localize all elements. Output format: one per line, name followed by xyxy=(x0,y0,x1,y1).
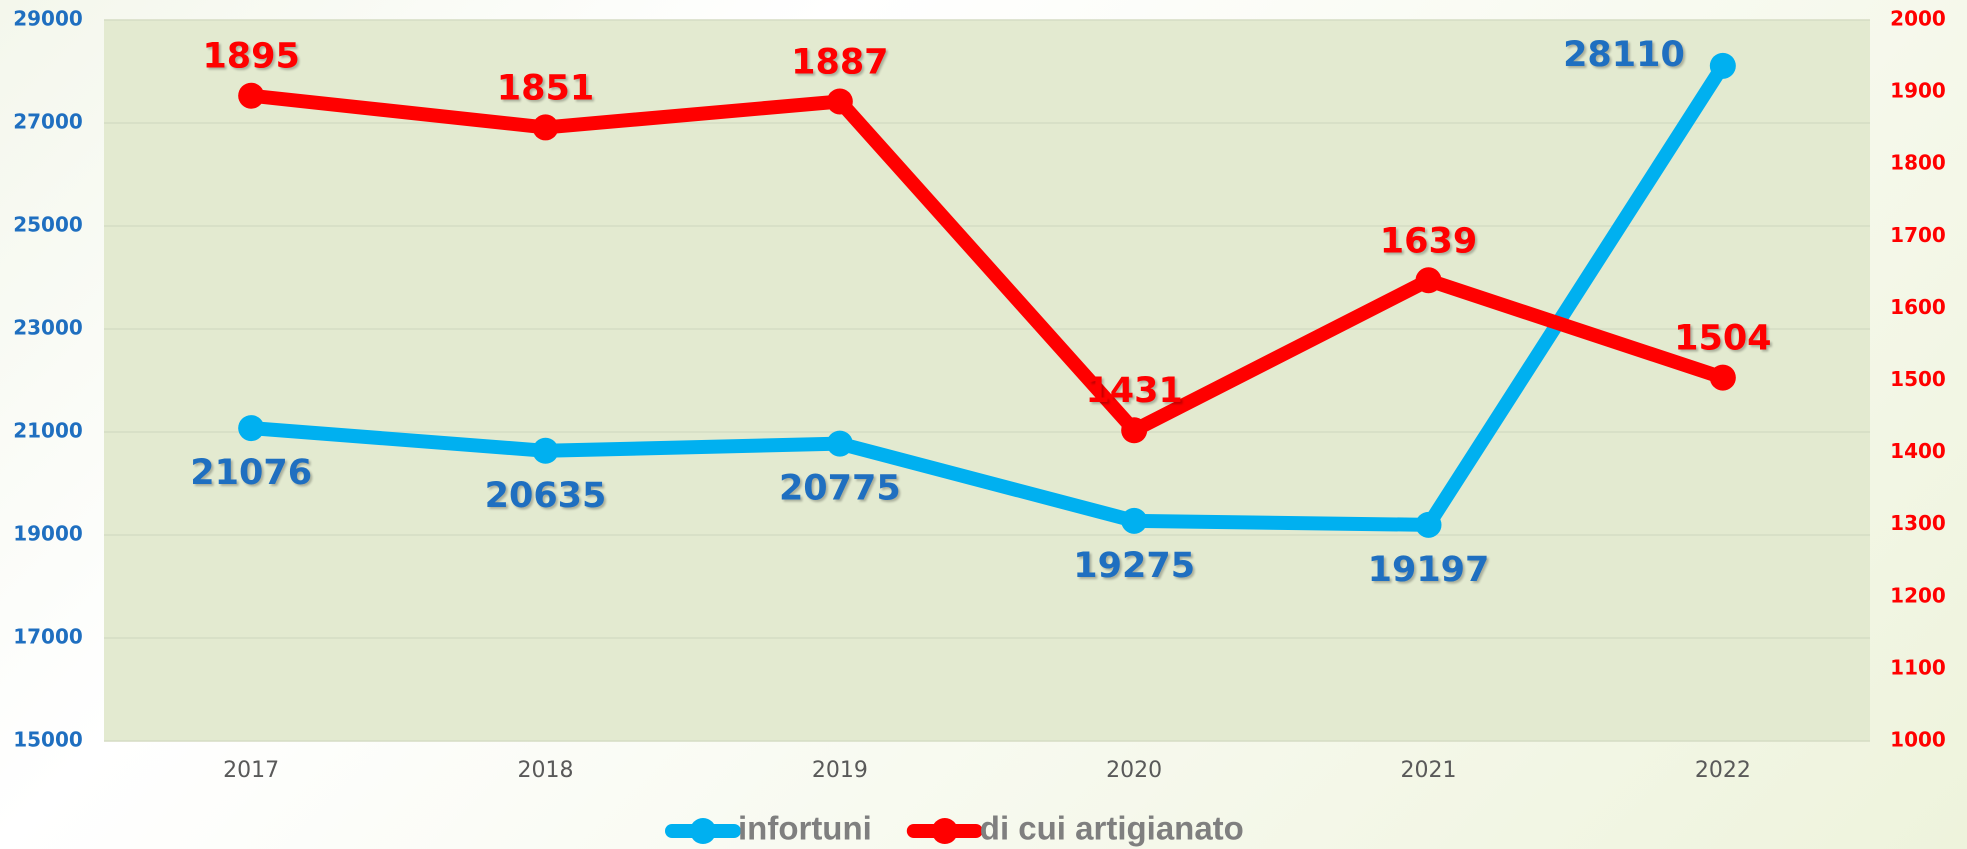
legend-label: infortuni xyxy=(738,810,872,847)
y2-tick-label: 1000 xyxy=(1890,728,1946,752)
point-marker xyxy=(1415,511,1442,538)
series-line xyxy=(250,62,1729,532)
data-label: 1887 xyxy=(791,42,888,82)
x-tick-label: 2022 xyxy=(1695,758,1751,783)
y-tick-label: 29000 xyxy=(13,7,83,31)
data-label: 19197 xyxy=(1368,550,1490,590)
point-marker xyxy=(238,415,265,442)
series-line xyxy=(250,88,1726,438)
y2-tick-label: 1700 xyxy=(1890,223,1946,247)
data-label: 19275 xyxy=(1073,546,1195,586)
point-marker xyxy=(1709,52,1736,79)
y-tick-label: 17000 xyxy=(13,625,83,649)
data-label: 1895 xyxy=(202,37,299,77)
plot-area xyxy=(104,20,1870,741)
point-marker xyxy=(1415,267,1442,294)
y-tick-label: 27000 xyxy=(13,110,83,134)
point-marker xyxy=(1709,364,1736,391)
data-label: 1639 xyxy=(1380,221,1477,261)
data-label: 1431 xyxy=(1085,371,1182,411)
y2-tick-label: 1800 xyxy=(1890,151,1946,175)
point-marker xyxy=(532,114,559,141)
y-tick-label: 25000 xyxy=(13,213,83,237)
y-tick-label: 21000 xyxy=(13,419,83,443)
data-label: 1851 xyxy=(497,68,594,108)
x-tick-label: 2017 xyxy=(223,758,279,783)
x-tick-label: 2019 xyxy=(812,758,868,783)
data-label: 20775 xyxy=(779,469,901,509)
y2-tick-label: 1200 xyxy=(1890,583,1946,607)
legend-marker xyxy=(931,818,958,844)
data-label: 20635 xyxy=(485,476,607,516)
data-label: 1504 xyxy=(1674,319,1771,359)
point-marker xyxy=(1121,417,1148,444)
point-marker xyxy=(826,430,853,457)
legend-label: di cui artigianato xyxy=(980,810,1244,847)
data-label: 28110 xyxy=(1563,35,1685,75)
x-tick-label: 2021 xyxy=(1401,758,1457,783)
y2-tick-label: 1300 xyxy=(1890,511,1946,535)
point-marker xyxy=(532,437,559,464)
y2-tick-label: 1100 xyxy=(1890,655,1946,679)
point-marker xyxy=(826,88,853,115)
y2-tick-label: 1900 xyxy=(1890,79,1946,103)
data-label: 21076 xyxy=(190,453,312,493)
y-tick-label: 15000 xyxy=(13,728,83,752)
y2-tick-label: 1400 xyxy=(1890,439,1946,463)
y-tick-label: 23000 xyxy=(13,316,83,340)
x-tick-label: 2018 xyxy=(518,758,574,783)
x-tick-label: 2020 xyxy=(1106,758,1162,783)
legend-marker xyxy=(690,818,716,844)
point-marker xyxy=(1121,507,1148,534)
y-tick-label: 19000 xyxy=(13,522,83,546)
y2-tick-label: 2000 xyxy=(1890,7,1946,31)
y2-tick-label: 1500 xyxy=(1890,367,1946,391)
y2-tick-label: 1600 xyxy=(1890,295,1946,319)
point-marker xyxy=(238,82,265,109)
